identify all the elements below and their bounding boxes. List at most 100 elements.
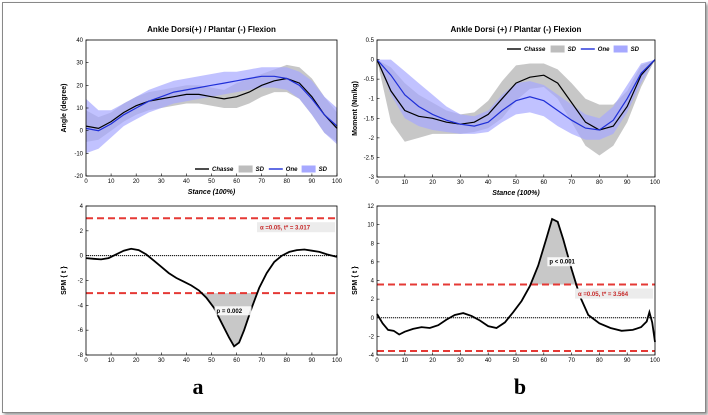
panel-label-a: a <box>193 374 204 399</box>
y-tick-label: 0.5 <box>366 38 375 44</box>
x-tick-label: 30 <box>158 358 165 364</box>
p-value-label: p = 0.002 <box>217 309 243 315</box>
legend-swatch <box>613 45 628 53</box>
x-tick-label: 60 <box>233 358 240 364</box>
chart-spm_b: 0 10 20 30 40 50 60 70 80 90 100 -4 -2 0 2 4 6 8 10 12 SPM {… <box>352 204 661 364</box>
y-tick-label: 0 <box>371 316 375 322</box>
alpha-label: α =0.05, t* = 3.564 <box>578 292 629 298</box>
x-tick-label: 90 <box>624 358 631 364</box>
x-tick-label: 20 <box>133 358 140 364</box>
legend-label: One <box>598 47 610 53</box>
legend: Chasse SD One SD <box>507 45 640 53</box>
series-line-chasse <box>376 59 656 131</box>
x-tick-label: 10 <box>401 180 408 186</box>
panel-label-b: b <box>514 374 526 399</box>
y-tick-label: -3 <box>369 175 375 181</box>
y-tick-label: 30 <box>76 61 83 67</box>
x-tick-label: 50 <box>208 358 215 364</box>
y-tick-label: -6 <box>78 328 84 334</box>
p-label-box <box>547 257 585 267</box>
x-tick-label: 10 <box>401 358 408 364</box>
chart-title: Ankle Dorsi(+) / Plantar (-) Flexion <box>147 25 276 34</box>
x-tick-label: 50 <box>513 358 520 364</box>
x-tick-label: 0 <box>375 358 379 364</box>
x-tick-label: 60 <box>233 179 240 185</box>
x-tick-label: 40 <box>485 358 492 364</box>
y-tick-label: -0.5 <box>364 77 375 83</box>
x-tick-label: 40 <box>183 358 190 364</box>
y-tick-label: 10 <box>367 223 374 229</box>
legend-label: SD <box>256 167 265 173</box>
legend-label: One <box>286 167 298 173</box>
x-tick-label: 30 <box>457 180 464 186</box>
y-tick-label: -4 <box>78 303 84 309</box>
y-tick-label: 8 <box>371 241 375 247</box>
suprathreshold-cluster <box>530 219 577 285</box>
y-tick-label: -20 <box>74 174 83 180</box>
p-value-label: p < 0.001 <box>549 260 575 266</box>
x-tick-label: 10 <box>108 358 115 364</box>
x-tick-label: 0 <box>84 358 88 364</box>
legend-label: SD <box>631 47 640 53</box>
chart-spm_a: 0 10 20 30 40 50 60 70 80 90 100 -8 -6 -4 -2 0 2 4 SPM { t… <box>61 204 343 364</box>
x-tick-label: 60 <box>540 358 547 364</box>
y-tick-label: 40 <box>76 38 83 44</box>
x-tick-label: 80 <box>596 180 603 186</box>
series-line-chasse <box>85 77 338 130</box>
alpha-label-box <box>575 288 653 299</box>
y-tick-label: -4 <box>369 353 375 359</box>
x-tick-label: 70 <box>258 358 265 364</box>
series-line-one <box>376 59 656 131</box>
y-axis-label: Moment (Nm/kg) <box>352 81 359 136</box>
x-tick-label: 40 <box>183 179 190 185</box>
x-tick-label: 60 <box>540 180 547 186</box>
x-tick-label: 100 <box>650 358 661 364</box>
x-tick-label: 30 <box>457 358 464 364</box>
y-axis-label: SPM { t } <box>352 266 359 295</box>
x-tick-label: 90 <box>624 180 631 186</box>
y-tick-label: 20 <box>76 83 83 89</box>
x-tick-label: 100 <box>650 180 661 186</box>
x-tick-label: 100 <box>332 358 343 364</box>
x-tick-label: 20 <box>133 179 140 185</box>
x-tick-label: 90 <box>309 179 316 185</box>
x-tick-label: 70 <box>258 179 265 185</box>
x-tick-label: 70 <box>568 358 575 364</box>
x-tick-label: 20 <box>429 180 436 186</box>
x-tick-label: 80 <box>283 358 290 364</box>
y-tick-label: 2 <box>80 229 84 235</box>
x-tick-label: 50 <box>513 180 520 186</box>
x-tick-label: 50 <box>208 179 215 185</box>
y-tick-label: 0 <box>371 58 375 64</box>
x-tick-label: 90 <box>309 358 316 364</box>
y-tick-label: -2 <box>369 136 375 142</box>
x-tick-label: 0 <box>84 179 88 185</box>
series-line-spm <box>85 247 338 348</box>
alpha-label: α =0.05, t* = 3.017 <box>260 225 311 231</box>
y-tick-label: 0 <box>80 254 84 260</box>
legend-label: Chasse <box>212 167 234 173</box>
y-axis-label: Angle (degree) <box>61 83 68 132</box>
x-tick-label: 0 <box>375 180 379 186</box>
plot-area <box>377 206 655 355</box>
legend-label: SD <box>568 47 577 53</box>
y-tick-label: -1 <box>369 97 375 103</box>
y-tick-label: -2 <box>78 279 84 285</box>
y-tick-label: -2 <box>369 334 375 340</box>
x-tick-label: 30 <box>158 179 165 185</box>
series-line-spm <box>376 217 656 343</box>
legend-label: SD <box>319 167 328 173</box>
x-axis-label: Stance (100%) <box>188 189 236 196</box>
chart-moment: 0 10 20 30 40 50 60 70 80 90 100 -3 -2.5 -2 -1.5 -1 -0.5… <box>352 25 661 197</box>
x-tick-label: 40 <box>485 180 492 186</box>
y-tick-label: -1.5 <box>364 116 375 122</box>
y-tick-label: 10 <box>76 106 83 112</box>
x-tick-label: 10 <box>108 179 115 185</box>
legend-label: Chasse <box>524 47 546 53</box>
y-tick-label: 0 <box>80 129 84 135</box>
y-tick-label: 4 <box>371 279 375 285</box>
chart-title: Ankle Dorsi (+) / Plantar (-) Flexion <box>451 25 582 34</box>
x-axis-label: Stance (100%) <box>492 190 540 197</box>
x-tick-label: 80 <box>596 358 603 364</box>
